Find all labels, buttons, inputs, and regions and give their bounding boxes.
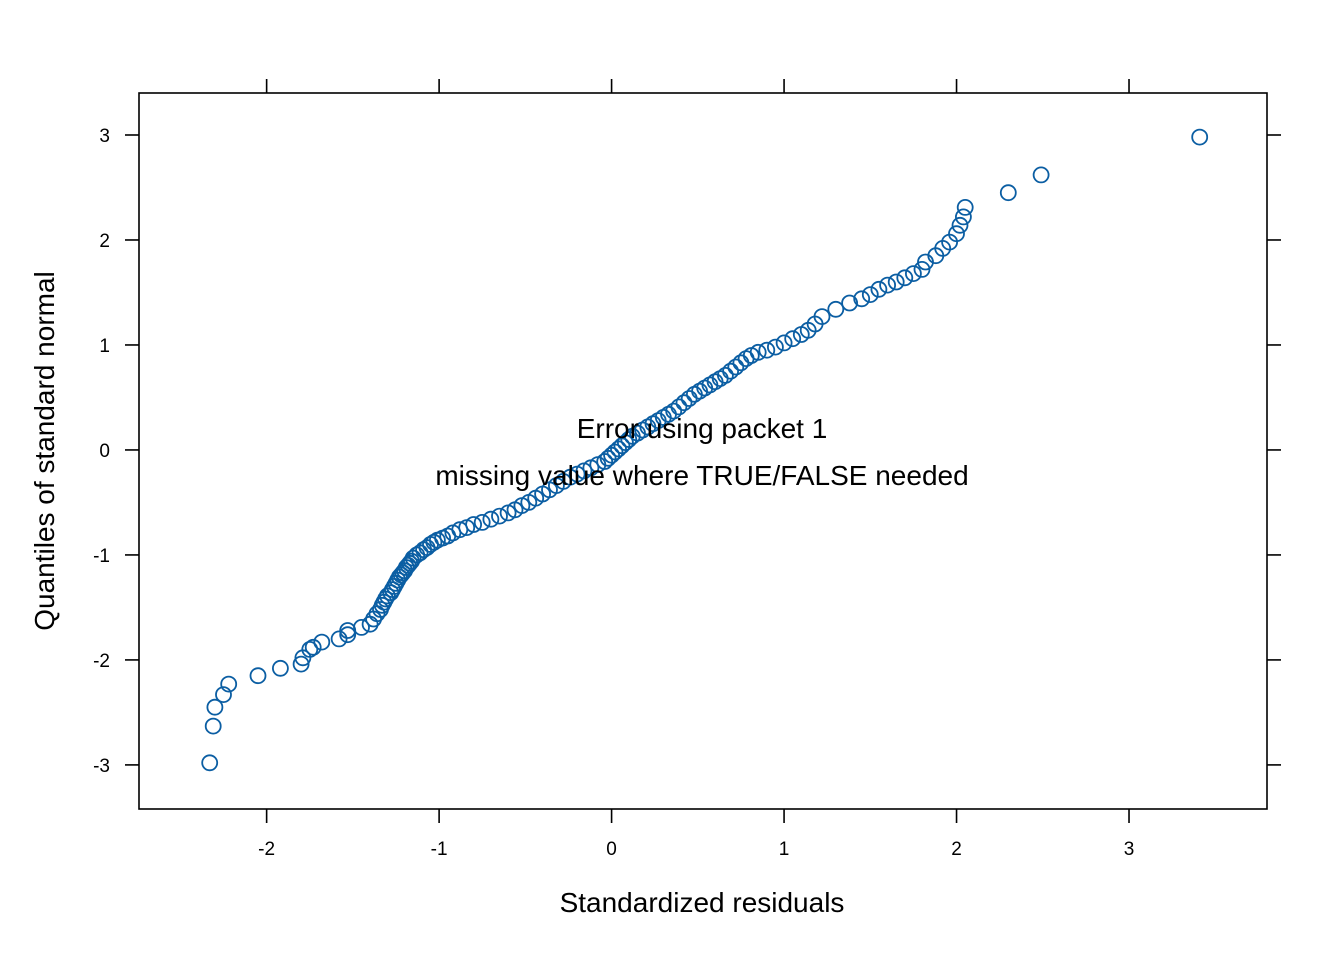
data-point [861, 286, 879, 304]
data-point [948, 225, 965, 243]
y-tick-label: -3 [93, 756, 110, 777]
data-point [775, 334, 793, 352]
y-tick-label: 3 [99, 126, 110, 147]
data-point [301, 641, 319, 658]
data-point [955, 208, 972, 226]
data-point [999, 184, 1017, 202]
data-point [215, 686, 232, 703]
data-point [339, 626, 357, 644]
x-tick-label: -2 [258, 839, 275, 860]
data-point [727, 358, 745, 376]
data-point [905, 265, 922, 283]
x-tick-label: 0 [606, 839, 617, 860]
x-axis-title: Standardized residuals [560, 887, 845, 918]
data-point [206, 698, 224, 716]
data-points [201, 128, 1209, 772]
data-point [853, 290, 871, 308]
y-tick-label: 0 [99, 441, 110, 462]
data-point [913, 260, 931, 278]
data-point [758, 341, 776, 359]
data-point [896, 269, 914, 287]
data-point [841, 294, 858, 312]
x-tick-label: -1 [431, 839, 448, 860]
y-tick-label: 2 [99, 231, 110, 252]
data-point [491, 507, 508, 525]
data-point [870, 280, 888, 298]
data-point [749, 343, 767, 361]
y-tick-label: -2 [93, 651, 110, 672]
y-axis-title: Quantiles of standard normal [29, 271, 60, 631]
data-point [813, 308, 831, 326]
data-point [665, 402, 683, 420]
data-point [620, 431, 638, 448]
data-point [304, 638, 322, 656]
data-point [220, 675, 238, 693]
x-tick-label: 1 [779, 839, 790, 860]
data-point [201, 754, 219, 772]
y-axis-ticks: -3 -2 -1 0 1 2 3 [93, 126, 1281, 777]
data-point [361, 615, 379, 633]
data-point [249, 667, 267, 685]
y-tick-label: -1 [93, 546, 110, 567]
data-point [722, 362, 739, 380]
error-message-line-2: missing value where TRUE/FALSE needed [435, 460, 968, 491]
data-point [675, 394, 693, 412]
error-message-line-1: Error using packet 1 [577, 413, 828, 444]
x-tick-label: 2 [951, 839, 962, 860]
data-point [1191, 128, 1209, 146]
data-point [482, 510, 500, 528]
data-point [473, 514, 491, 531]
data-point [330, 630, 348, 648]
data-point [784, 330, 802, 348]
data-point [887, 273, 905, 291]
data-point [951, 216, 969, 234]
data-point [271, 659, 289, 677]
data-point [353, 619, 370, 636]
data-point [1032, 166, 1050, 184]
data-point [827, 300, 845, 318]
data-point [670, 398, 688, 416]
plot-panel [138, 92, 1268, 810]
data-point [425, 533, 443, 551]
data-point [292, 655, 310, 673]
data-point [204, 717, 222, 735]
data-point [717, 366, 734, 384]
y-tick-label: 1 [99, 336, 110, 357]
data-point [767, 338, 784, 356]
data-point [465, 516, 483, 533]
data-point [879, 276, 896, 294]
data-point [956, 198, 974, 216]
x-tick-label: 3 [1124, 839, 1135, 860]
x-axis-ticks: -2 -1 0 1 2 3 [258, 79, 1134, 860]
data-point [368, 605, 386, 623]
data-point [313, 633, 331, 651]
